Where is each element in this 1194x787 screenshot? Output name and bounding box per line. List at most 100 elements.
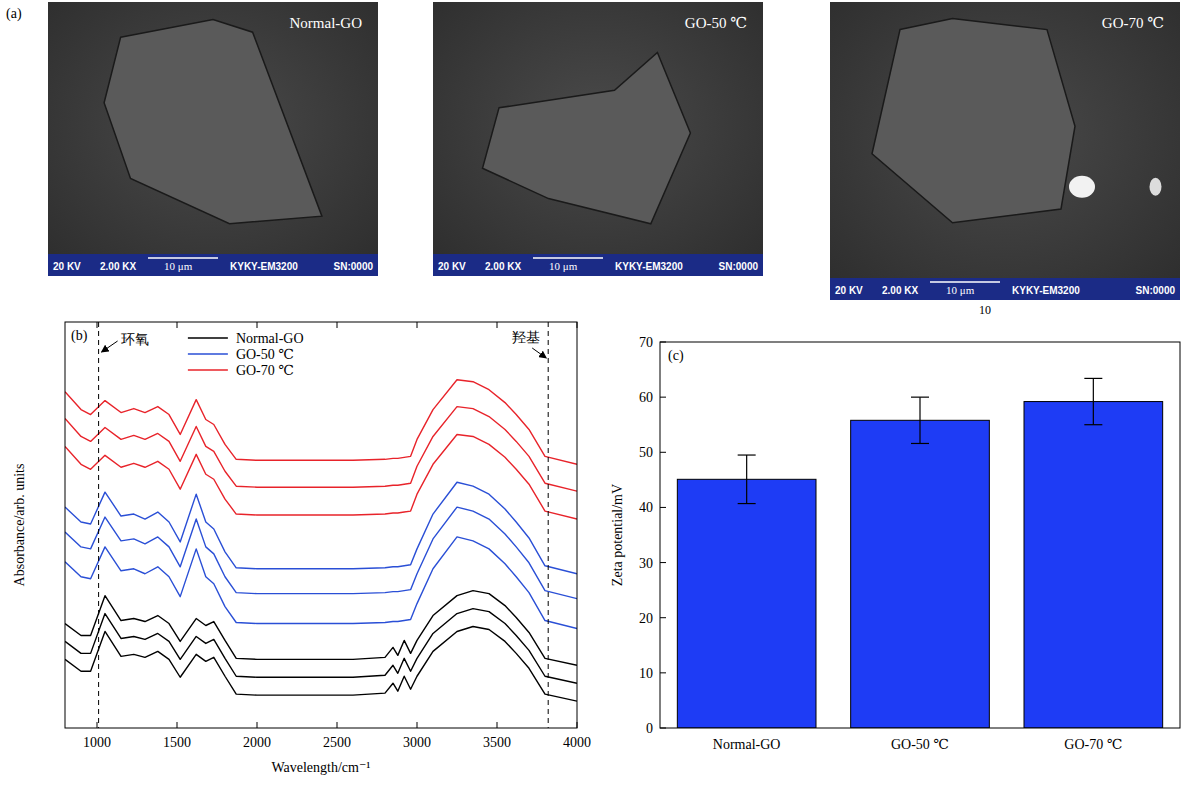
- legend-label: GO-70 ℃: [236, 363, 294, 378]
- y-tick-label: 70: [639, 335, 653, 350]
- info-text: 20 KV: [53, 261, 81, 272]
- y-tick-label: 30: [639, 556, 653, 571]
- x-tick-label: Normal-GO: [713, 737, 781, 752]
- sem-label: GO-70 ℃: [1102, 15, 1164, 31]
- figure: (a) Normal-GO 20 KV 2.00 KX 10 μm KYKY-EM3200…: [0, 0, 1194, 787]
- sem-image: [433, 2, 763, 276]
- y-tick: [660, 728, 666, 729]
- panel-letter: (c): [668, 348, 684, 364]
- x-tick: [257, 722, 258, 728]
- legend-label: Normal-GO: [236, 331, 304, 346]
- x-tick-label: 4000: [563, 735, 591, 750]
- x-tick-label: 1500: [163, 735, 191, 750]
- sem-image: [830, 2, 1180, 300]
- spectrum-line: [65, 591, 577, 666]
- x-tick-label: 3500: [483, 735, 511, 750]
- sem-label: Normal-GO: [290, 15, 363, 31]
- sem-image: [48, 2, 378, 276]
- annotation-arrow: [102, 341, 118, 352]
- flake: [483, 52, 691, 223]
- y-axis-title: Zeta potential/mV: [610, 484, 625, 586]
- info-bar: [830, 278, 1180, 300]
- spectrum-line: [65, 380, 577, 465]
- error-cap: [911, 443, 929, 444]
- sem-label: GO-50 ℃: [685, 15, 747, 31]
- y-tick: [660, 342, 666, 343]
- spectrum-line: [65, 507, 577, 599]
- flake: [104, 20, 322, 224]
- error-cap: [1084, 378, 1102, 379]
- x-tick-label: GO-50 ℃: [891, 737, 949, 752]
- x-tick-top: [577, 322, 578, 328]
- info-text: SN:0000: [1136, 285, 1176, 296]
- error-bar: [1084, 378, 1102, 424]
- sem-panel: GO-50 ℃20 KV2.00 KX10 μmKYKY-EM3200SN:00…: [433, 2, 763, 276]
- info-text: 2.00 KX: [485, 261, 521, 272]
- y-tick: [660, 507, 666, 508]
- y-tick: [660, 672, 666, 673]
- panel-letter: (b): [71, 328, 88, 344]
- scale-bar: [930, 281, 1000, 283]
- particle: [1150, 178, 1162, 196]
- info-text: KYKY-EM3200: [615, 261, 683, 272]
- error-stem: [919, 397, 920, 443]
- error-cap: [1084, 424, 1102, 425]
- x-tick-label: 3000: [403, 735, 431, 750]
- annotation-text: 环氧: [121, 332, 149, 347]
- x-tick-top: [337, 322, 338, 328]
- y-tick-label: 10: [639, 666, 653, 681]
- legend-swatch: [188, 337, 228, 339]
- y-axis-title: Absorbance/arb. units: [12, 464, 27, 587]
- x-tick-top: [417, 322, 418, 328]
- error-bar: [911, 397, 929, 443]
- x-tick-label: 2000: [243, 735, 271, 750]
- info-text: 10 μm: [164, 260, 193, 272]
- y-tick-label: 50: [639, 445, 653, 460]
- legend: Normal-GOGO-50 ℃GO-70 ℃: [188, 331, 304, 378]
- zeta-chart: Normal-GOGO-50 ℃GO-70 ℃010203040506070Ze…: [610, 335, 1180, 752]
- annotation-arrow: [532, 348, 546, 358]
- curves: [65, 380, 577, 701]
- x-tick-top: [497, 322, 498, 328]
- scale-bar: [148, 257, 218, 259]
- info-text: 20 KV: [438, 261, 466, 272]
- info-text: 2.00 KX: [882, 285, 918, 296]
- x-tick: [417, 722, 418, 728]
- x-tick: [577, 722, 578, 728]
- x-tick-top: [97, 322, 98, 328]
- error-cap: [738, 503, 756, 504]
- bar: [677, 479, 816, 728]
- y-tick: [660, 397, 666, 398]
- legend-swatch: [188, 369, 228, 371]
- error-stem: [1093, 378, 1094, 424]
- spectrum-line: [65, 537, 577, 629]
- x-tick: [497, 722, 498, 728]
- info-text: KYKY-EM3200: [1012, 285, 1080, 296]
- y-tick: [660, 452, 666, 453]
- error-cap: [738, 454, 756, 455]
- x-tick: [97, 722, 98, 728]
- y-tick: [660, 562, 666, 563]
- annotation-line: [98, 322, 99, 728]
- x-tick: [177, 722, 178, 728]
- x-tick-label: 2500: [323, 735, 351, 750]
- annotation-line: [548, 322, 549, 728]
- x-tick-top: [257, 322, 258, 328]
- info-bar: [48, 254, 378, 276]
- x-tick: [337, 722, 338, 728]
- info-text: 10 μm: [549, 260, 578, 272]
- x-axis-title: Wavelength/cm⁻¹: [271, 760, 370, 775]
- y-tick-label: 0: [646, 721, 653, 736]
- panel-letter: (a): [6, 6, 22, 22]
- sem-panel: Normal-GO20 KV2.00 KX10 μmKYKY-EM3200SN:…: [48, 2, 378, 276]
- legend-label: GO-50 ℃: [236, 347, 294, 362]
- info-text: 20 KV: [835, 285, 863, 296]
- info-bar: [433, 254, 763, 276]
- plot-frame: [65, 322, 577, 728]
- y-tick-label: 60: [639, 390, 653, 405]
- bar: [851, 420, 990, 728]
- flake: [872, 19, 1075, 223]
- error-bar: [738, 455, 756, 504]
- spectrum-line: [65, 407, 577, 492]
- bars: [677, 378, 1162, 728]
